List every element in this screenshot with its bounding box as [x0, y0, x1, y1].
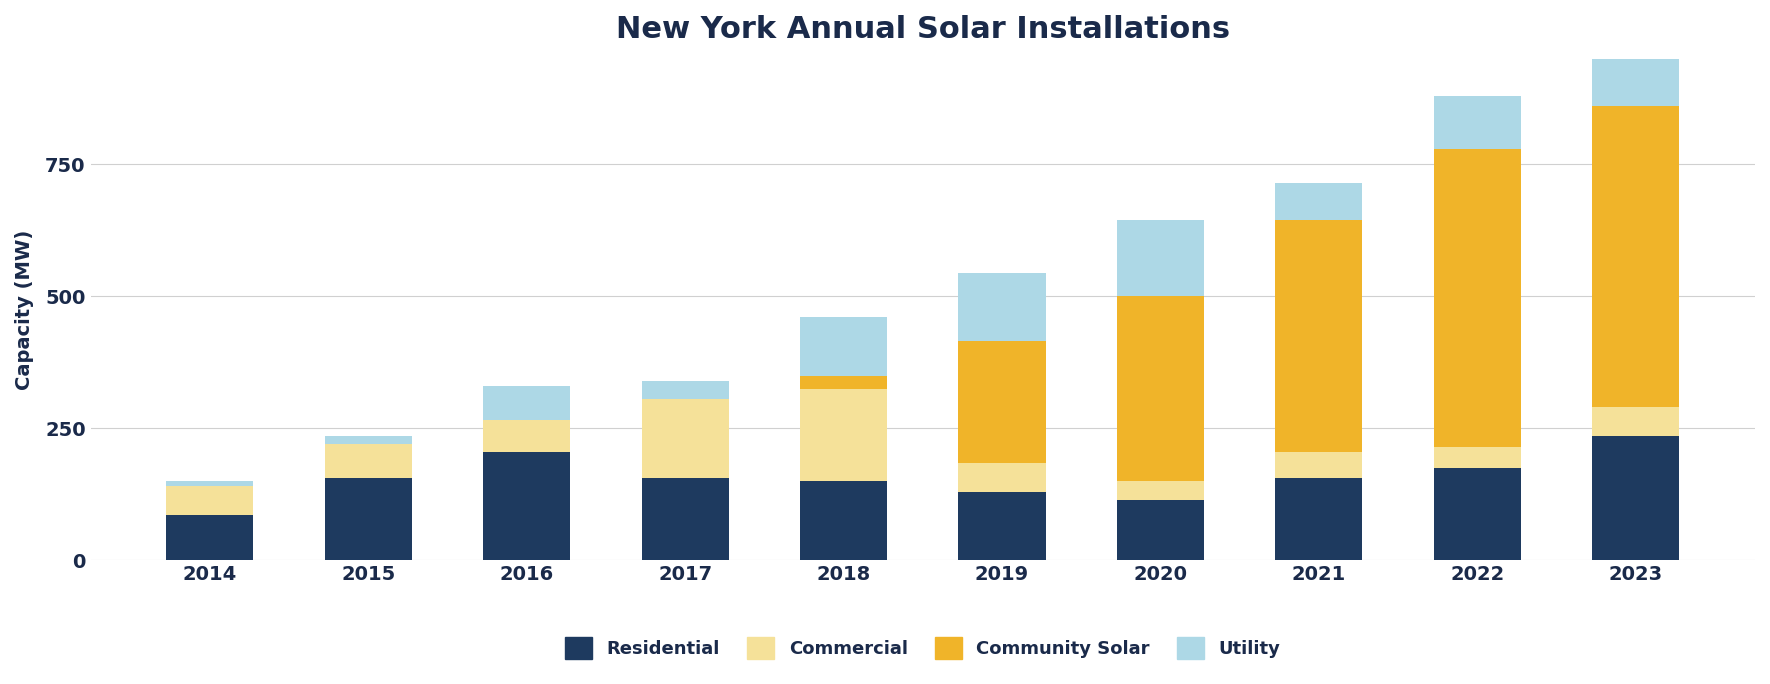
- Y-axis label: Capacity (MW): Capacity (MW): [14, 229, 34, 390]
- Bar: [1593, 436, 1680, 560]
- Bar: [1434, 96, 1520, 148]
- Bar: [324, 444, 412, 479]
- Bar: [641, 381, 729, 399]
- Bar: [1276, 452, 1363, 479]
- Bar: [958, 273, 1046, 341]
- Bar: [483, 386, 570, 421]
- Bar: [1593, 407, 1680, 436]
- Bar: [958, 341, 1046, 462]
- Bar: [483, 421, 570, 452]
- Bar: [641, 479, 729, 560]
- Bar: [958, 462, 1046, 492]
- Bar: [1117, 499, 1204, 560]
- Bar: [958, 492, 1046, 560]
- Bar: [483, 452, 570, 560]
- Bar: [1434, 468, 1520, 560]
- Bar: [800, 481, 887, 560]
- Bar: [1434, 148, 1520, 447]
- Bar: [800, 376, 887, 389]
- Bar: [166, 516, 253, 560]
- Bar: [1117, 296, 1204, 481]
- Bar: [641, 399, 729, 479]
- Bar: [1117, 220, 1204, 296]
- Bar: [1276, 220, 1363, 452]
- Bar: [1117, 481, 1204, 499]
- Bar: [1276, 183, 1363, 220]
- Bar: [1276, 479, 1363, 560]
- Bar: [324, 479, 412, 560]
- Legend: Residential, Commercial, Community Solar, Utility: Residential, Commercial, Community Solar…: [558, 629, 1287, 666]
- Title: New York Annual Solar Installations: New York Annual Solar Installations: [616, 15, 1230, 44]
- Bar: [1434, 447, 1520, 468]
- Bar: [800, 317, 887, 376]
- Bar: [324, 436, 412, 444]
- Bar: [800, 389, 887, 481]
- Bar: [1593, 106, 1680, 407]
- Bar: [1593, 56, 1680, 106]
- Bar: [166, 481, 253, 486]
- Bar: [166, 486, 253, 516]
